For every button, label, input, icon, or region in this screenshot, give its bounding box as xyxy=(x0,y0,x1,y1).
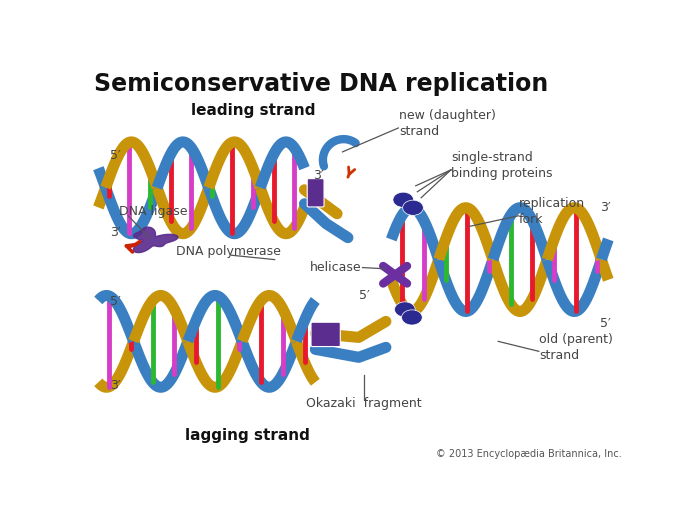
Text: 3′: 3′ xyxy=(111,226,121,239)
Circle shape xyxy=(395,302,415,317)
Circle shape xyxy=(402,310,422,325)
Text: 5′: 5′ xyxy=(111,149,121,162)
Text: © 2013 Encyclopædia Britannica, Inc.: © 2013 Encyclopædia Britannica, Inc. xyxy=(436,449,622,459)
Text: leading strand: leading strand xyxy=(190,103,315,118)
Text: 3′: 3′ xyxy=(111,379,121,392)
Text: Semiconservative DNA replication: Semiconservative DNA replication xyxy=(94,72,548,96)
Text: 5′: 5′ xyxy=(358,289,370,302)
Text: 5′: 5′ xyxy=(111,295,121,308)
Text: 5′: 5′ xyxy=(600,317,611,330)
Circle shape xyxy=(393,192,414,207)
Text: helicase: helicase xyxy=(310,261,361,274)
Text: DNA polymerase: DNA polymerase xyxy=(176,245,281,258)
Polygon shape xyxy=(134,227,178,253)
Text: 3′: 3′ xyxy=(313,169,323,182)
Text: Okazaki  fragment: Okazaki fragment xyxy=(307,397,422,410)
FancyBboxPatch shape xyxy=(307,179,324,207)
Text: DNA ligase: DNA ligase xyxy=(119,205,188,218)
Text: single-strand
binding proteins: single-strand binding proteins xyxy=(451,151,552,180)
Text: lagging strand: lagging strand xyxy=(185,428,310,443)
Text: old (parent)
strand: old (parent) strand xyxy=(539,333,612,362)
FancyBboxPatch shape xyxy=(311,322,340,347)
Text: replication
fork: replication fork xyxy=(519,197,585,226)
Text: new (daughter)
strand: new (daughter) strand xyxy=(400,109,496,138)
Circle shape xyxy=(402,200,423,215)
Text: 3′: 3′ xyxy=(600,202,611,214)
